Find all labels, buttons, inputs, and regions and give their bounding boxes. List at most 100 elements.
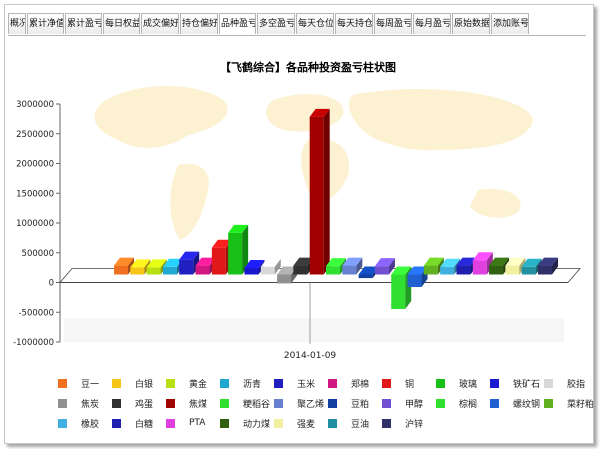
y-tick-label: 500000 xyxy=(22,249,54,259)
bar-top xyxy=(358,266,379,275)
bar-PTA xyxy=(472,252,493,275)
legend-item: 豆一 xyxy=(58,375,112,391)
x-axis-category-label: 2014-01-09 xyxy=(284,351,337,361)
bar-side xyxy=(274,258,281,275)
watermark-shape xyxy=(170,163,209,240)
tab-13[interactable]: 添加账号 xyxy=(491,13,529,34)
tab-0[interactable]: 概况 xyxy=(8,13,26,34)
legend-label: 聚乙烯 xyxy=(297,399,325,410)
bar-top xyxy=(391,266,412,275)
y-tick-label: 1000000 xyxy=(16,219,54,229)
bar-front xyxy=(423,265,438,275)
bar-top xyxy=(440,258,461,267)
legend-item: 铁矿石 xyxy=(490,375,544,391)
bar-top xyxy=(326,258,346,267)
bar-front xyxy=(505,265,520,275)
bar-front xyxy=(374,266,389,275)
bar-top xyxy=(309,108,330,117)
legend-label: 铁矿石 xyxy=(513,379,541,390)
bar-聚乙烯 xyxy=(342,257,363,275)
tab-1[interactable]: 累计净值 xyxy=(27,13,64,34)
legend-label: 豆粕 xyxy=(351,399,370,410)
legend-label: 胶指 xyxy=(567,379,586,390)
bar-玻璃 xyxy=(228,224,249,275)
bar-top xyxy=(195,257,216,266)
legend-label: 棕榈 xyxy=(459,399,478,410)
legend-swatch xyxy=(274,418,283,428)
bar-焦煤 xyxy=(309,108,330,275)
legend-label: 螺纹钢 xyxy=(513,399,541,410)
tab-11[interactable]: 每月盈亏 xyxy=(413,13,451,34)
bar-沪锌 xyxy=(538,257,558,275)
chart-title: 【飞鹤综合】各品种投资盈亏柱状图 xyxy=(220,60,396,74)
legend-label: 白银 xyxy=(135,379,154,390)
legend-item: 甲醇 xyxy=(382,395,436,411)
y-tick-label: -1000000 xyxy=(13,338,54,348)
legend-label: 橡胶 xyxy=(81,419,100,430)
tab-4[interactable]: 成交偏好 xyxy=(141,13,179,34)
bar-玉米 xyxy=(179,251,200,275)
legend-swatch xyxy=(328,378,337,388)
legend-swatch xyxy=(112,418,121,428)
bar-front xyxy=(309,116,324,275)
legend-swatch xyxy=(544,378,553,388)
bar-front xyxy=(342,265,357,275)
bar-top xyxy=(407,266,428,275)
bar-top xyxy=(244,259,265,268)
legend-item: PTA xyxy=(166,415,220,431)
bar-top xyxy=(211,239,232,248)
legend-swatch xyxy=(58,418,67,428)
legend-item: 玉米 xyxy=(274,375,328,391)
tab-3[interactable]: 每日权益 xyxy=(103,13,140,34)
legend-swatch xyxy=(58,398,67,408)
bar-side xyxy=(128,257,134,275)
window-frame xyxy=(4,4,594,444)
legend-swatch xyxy=(328,418,337,428)
tab-8[interactable]: 每天仓位 xyxy=(296,13,334,34)
legend-label: 强麦 xyxy=(297,419,316,430)
bar-front xyxy=(326,266,340,275)
bar-top xyxy=(489,257,510,266)
legend-swatch xyxy=(112,378,121,388)
lower-shade xyxy=(64,318,564,342)
legend-item: 棕榈 xyxy=(436,395,490,411)
legend-label: 豆一 xyxy=(81,379,100,390)
legend-swatch xyxy=(220,398,229,408)
tab-9[interactable]: 每天持仓 xyxy=(335,13,373,34)
legend-item: 聚乙烯 xyxy=(274,395,328,411)
bar-豆一 xyxy=(114,257,134,275)
y-tick-label: 0 xyxy=(49,279,54,289)
tab-12[interactable]: 原始数据 xyxy=(452,13,490,34)
legend-label: 郑棉 xyxy=(351,379,370,390)
bar-top xyxy=(260,258,281,267)
legend-label: 菜籽粕 xyxy=(567,399,595,410)
tab-5[interactable]: 持仓偏好 xyxy=(180,13,218,34)
tab-7[interactable]: 多空盈亏 xyxy=(257,13,295,34)
legend-swatch xyxy=(220,378,229,388)
legend-swatch xyxy=(490,398,499,408)
bar-front xyxy=(130,267,145,275)
legend-item: 强麦 xyxy=(274,415,328,431)
legend-label: 玉米 xyxy=(297,379,316,390)
chart-legend: 豆一 白银 黄金 沥青 玉米 郑棉 铜 玻璃 铁矿石 胶指 焦炭 鸡蛋 焦煤 粳稻谷 聚乙烯 豆粕 甲醇 棕榈 螺纹… xyxy=(58,375,598,431)
tab-2[interactable]: 累计盈亏 xyxy=(65,13,102,34)
legend-item: 白银 xyxy=(112,375,166,391)
bar-top xyxy=(342,257,363,266)
bar-front xyxy=(211,247,226,275)
watermark-shape xyxy=(266,94,344,132)
bar-front xyxy=(358,274,373,279)
legend-label: 焦炭 xyxy=(81,399,100,410)
tab-6[interactable]: 品种盈亏 xyxy=(219,13,256,34)
legend-item: 橡胶 xyxy=(58,415,112,431)
legend-swatch xyxy=(382,398,391,408)
legend-swatch xyxy=(220,418,229,428)
tab-bar: 概况累计净值累计盈亏每日权益成交偏好持仓偏好品种盈亏多空盈亏每天仓位每天持仓每周… xyxy=(8,13,586,36)
legend-label: 焦煤 xyxy=(189,399,208,410)
legend-item: 豆粕 xyxy=(328,395,382,411)
bar-front xyxy=(440,266,455,275)
bar-side xyxy=(193,251,200,275)
tab-10[interactable]: 每周盈亏 xyxy=(374,13,412,34)
legend-label: 粳稻谷 xyxy=(243,399,271,410)
watermark-shape xyxy=(348,89,533,151)
bar-棕榈 xyxy=(391,266,412,310)
